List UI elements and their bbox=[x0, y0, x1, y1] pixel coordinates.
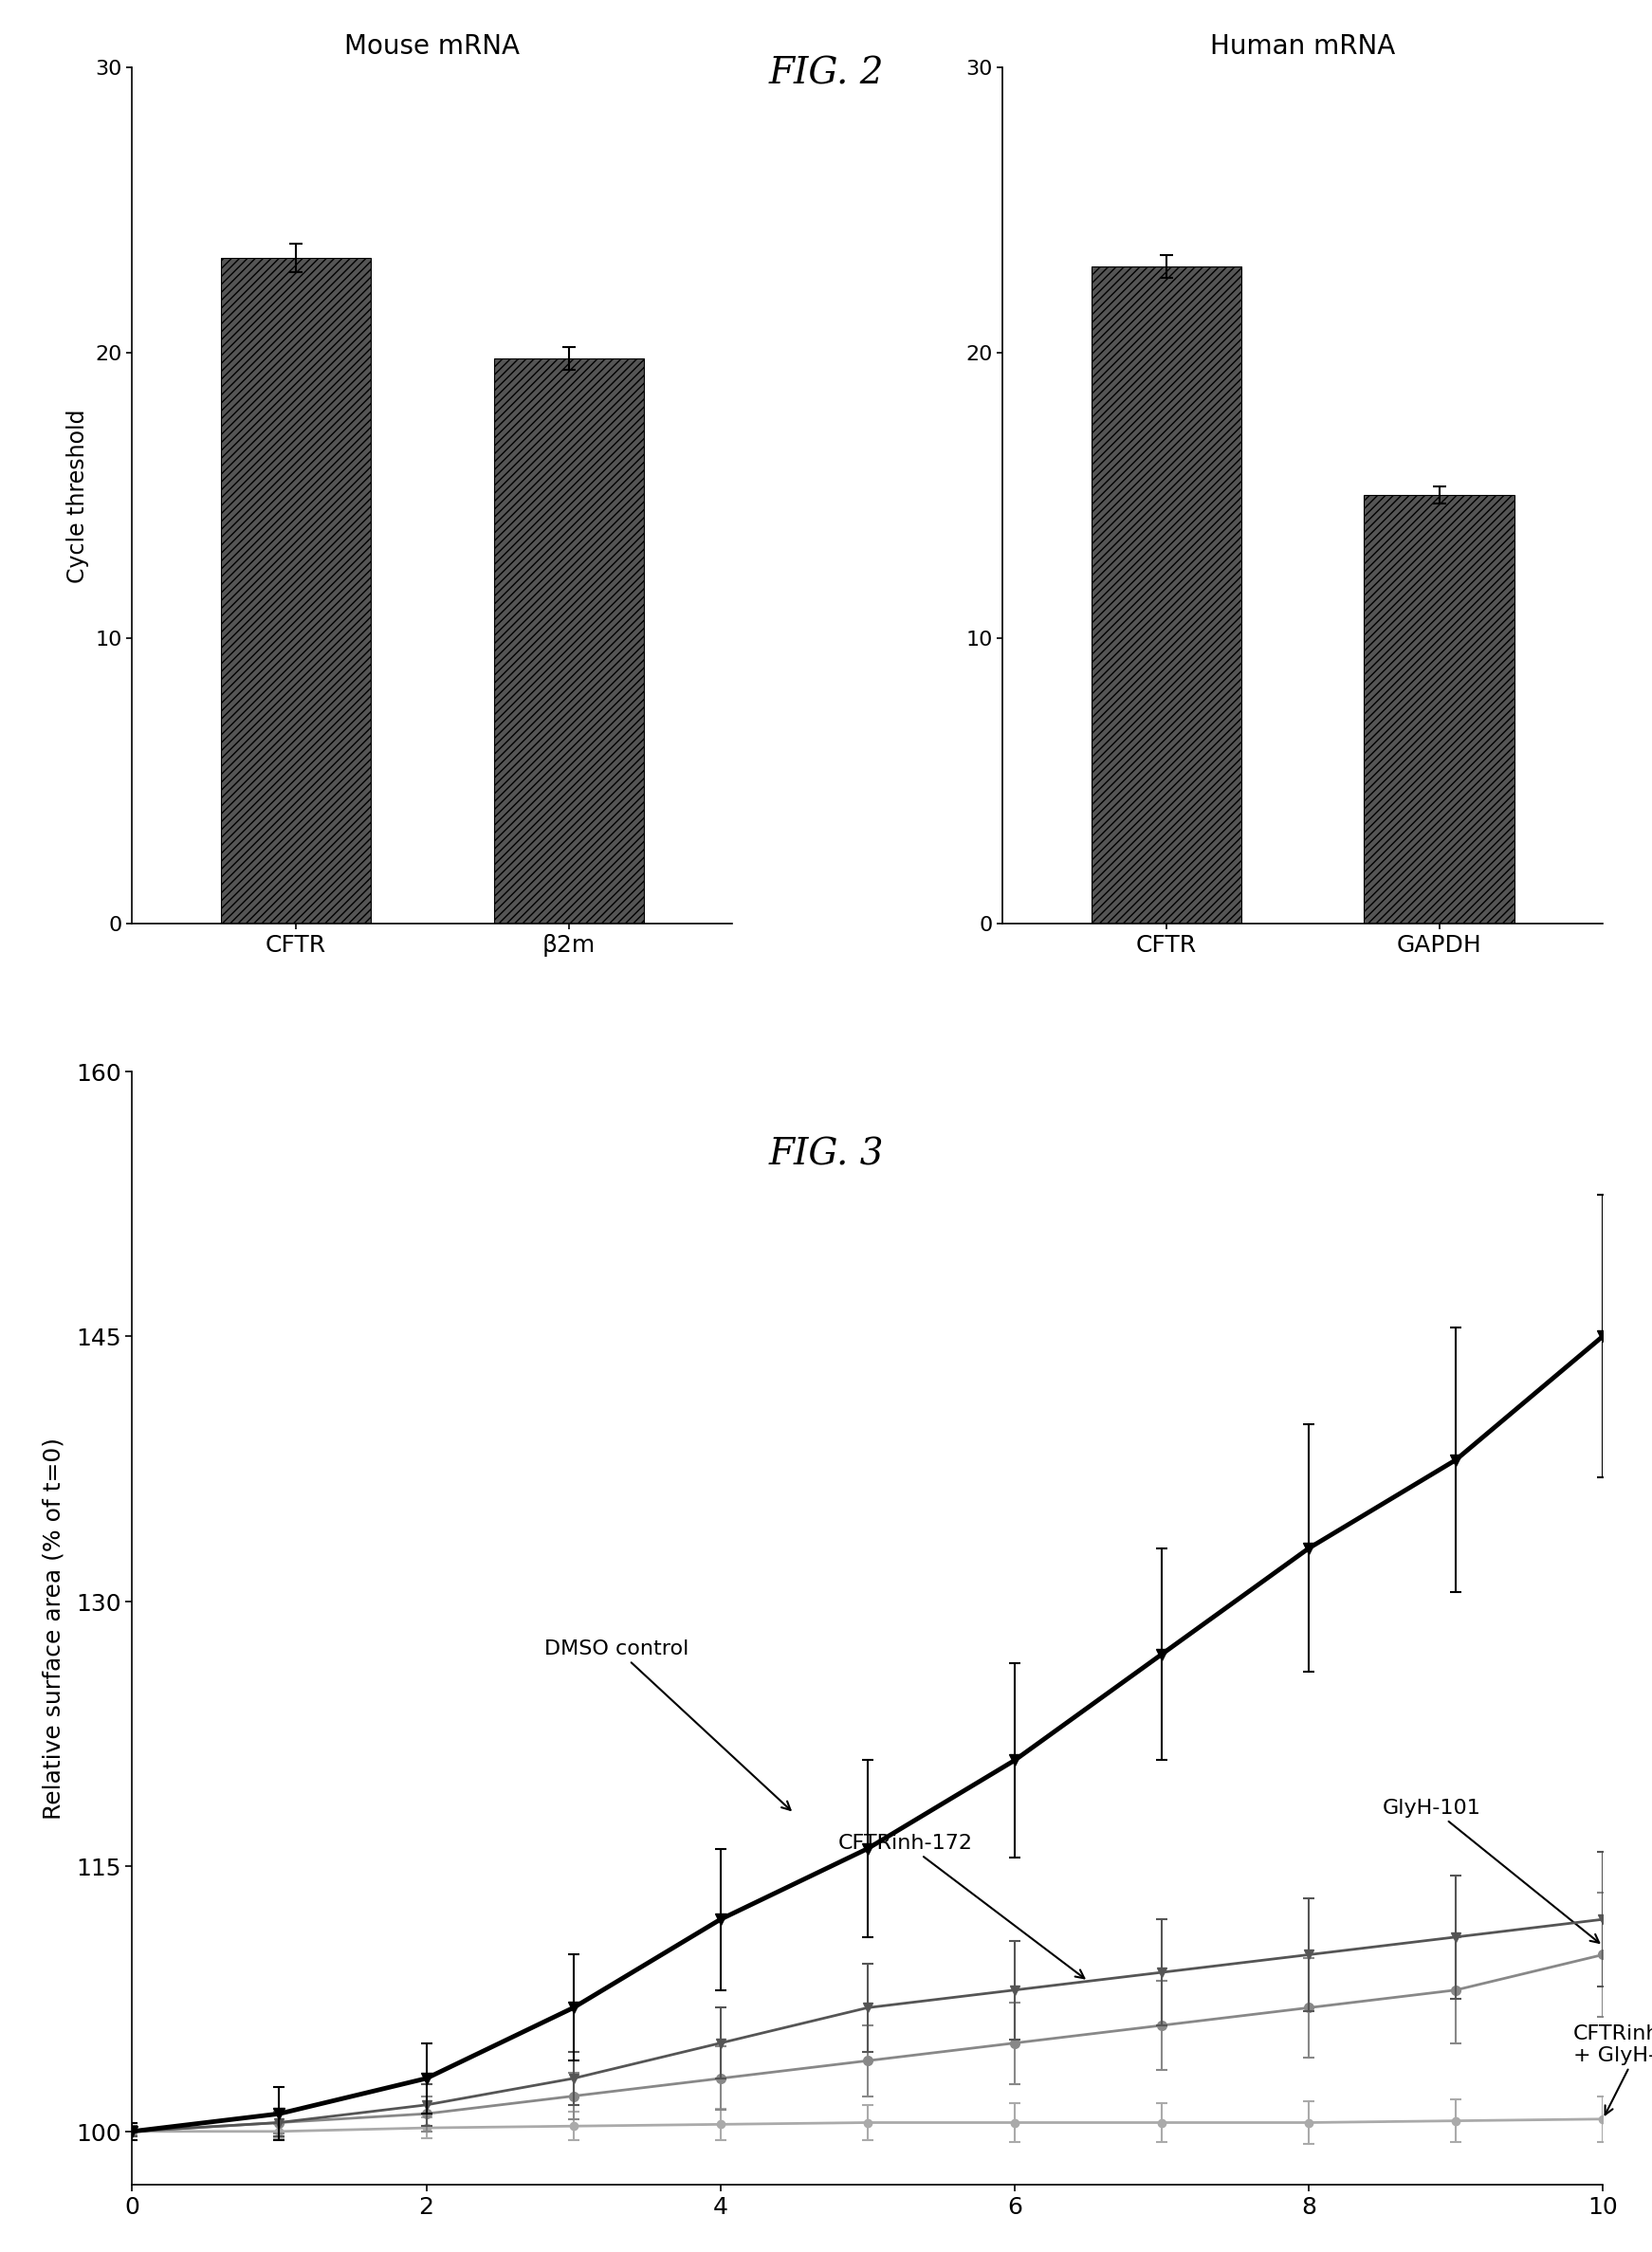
Bar bbox=[221, 259, 370, 923]
Text: CFTRinh-172: CFTRinh-172 bbox=[838, 1833, 1084, 1977]
Title: Human mRNA: Human mRNA bbox=[1209, 34, 1394, 61]
Y-axis label: Cycle threshold: Cycle threshold bbox=[66, 408, 89, 583]
Bar bbox=[494, 358, 644, 923]
Text: FIG. 3: FIG. 3 bbox=[768, 1137, 884, 1173]
Bar bbox=[1090, 268, 1241, 923]
Text: FIG. 2: FIG. 2 bbox=[768, 56, 884, 92]
Text: DMSO control: DMSO control bbox=[544, 1639, 790, 1811]
Text: GlyH-101: GlyH-101 bbox=[1383, 1799, 1599, 1943]
Text: CFTRinh-172
+ GlyH-101: CFTRinh-172 + GlyH-101 bbox=[1573, 2025, 1652, 2115]
Title: Mouse mRNA: Mouse mRNA bbox=[345, 34, 520, 61]
Y-axis label: Relative surface area (% of t=0): Relative surface area (% of t=0) bbox=[43, 1437, 64, 1820]
Bar bbox=[1365, 495, 1513, 923]
